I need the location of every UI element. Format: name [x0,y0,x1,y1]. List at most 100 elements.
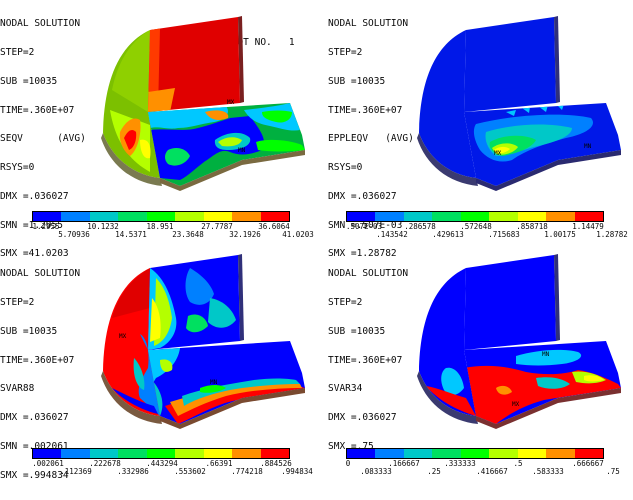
legend-label: .083333 [360,467,392,476]
info-line: STEP=2 [0,296,35,308]
info-line: RSYS=0 [328,162,363,174]
legend-swatch [489,449,518,458]
legend-swatch [260,449,289,458]
legend-swatch [489,212,518,221]
contour-legend-bar [32,211,290,222]
wall-surface [148,17,240,112]
panel-svar88: NODAL SOLUTION STEP=2 SUB =10035 TIME=.3… [0,238,316,480]
shell-rim [417,133,478,186]
info-line: DMX =.036027 [0,190,69,202]
legend-swatch [175,212,204,221]
legend-label: 0 [345,459,351,468]
info-line: STEP=2 [0,46,35,58]
legend-swatch [347,449,376,458]
info-line: SMX =.994834 [0,469,69,481]
legend-label: .416667 [476,467,508,476]
legend-swatch [203,449,233,458]
info-line: SUB =10035 [0,75,58,87]
max-marker: MX [512,401,520,408]
legend-label: 23.3648 [172,230,204,239]
max-marker: MX [119,333,127,340]
info-line: TIME=.360E+07 [328,354,403,366]
legend-swatch [232,212,261,221]
legend-swatch [460,212,490,221]
legend-swatch [403,212,433,221]
floor-edge [476,150,621,191]
legend-label: 10.1232 [87,222,119,231]
info-line: SMN =.507E-03 [328,219,403,231]
legend-swatch [517,212,547,221]
info-line: SVAR34 [328,383,363,395]
floor-edge [476,388,621,429]
wall-surface [464,17,556,112]
info-line: DMX =.036027 [328,412,397,424]
info-line: SMN =.002061 [0,440,69,452]
wall-edge [238,254,244,341]
legend-label: .858718 [516,222,548,231]
legend-label: .25 [427,467,441,476]
legend-label: .286578 [404,222,436,231]
legend-label: .333333 [444,459,476,468]
legend-label: .002061 [32,459,64,468]
legend-swatch [118,212,147,221]
shell-surface [419,30,476,178]
contour-legend-bar [346,211,604,222]
legend-label: .553602 [174,467,206,476]
legend-label: .112369 [60,467,92,476]
legend-label: .884526 [260,459,292,468]
min-marker: MN [542,351,550,358]
legend-label: 1.28782 [596,230,628,239]
legend-swatch [375,449,404,458]
min-marker: MN [584,143,592,150]
legend-label: 36.6064 [258,222,290,231]
legend-label: .66391 [205,459,233,468]
shell-rim [417,371,478,424]
wall-edge [554,16,560,103]
legend-label: .332986 [117,467,149,476]
max-marker: MX [494,150,502,157]
info-line: SMX =1.28782 [328,248,397,260]
legend-label: .774218 [231,467,263,476]
legend-swatch [574,212,603,221]
info-line: SUB =10035 [0,325,58,337]
legend-swatch [260,212,289,221]
legend-label: .507E-03 [345,222,383,231]
result-info-text: NODAL SOLUTION STEP=2 SUB =10035 TIME=.3… [328,0,414,278]
info-line: SUB =10035 [328,75,386,87]
info-line: EPPLEQV (AVG) [328,133,414,145]
result-info-text: NODAL SOLUTION STEP=2 SUB =10035 TIME=.3… [0,250,80,499]
wall-surface [464,255,556,350]
legend-label: 5.70936 [58,230,90,239]
legend-label: 14.5371 [115,230,147,239]
legend-label: .143542 [376,230,408,239]
legend-swatch [146,212,176,221]
legend-swatch [146,449,176,458]
legend-swatch [517,449,547,458]
result-info-text: NODAL SOLUTION STEP=2 SUB =10035 TIME=.3… [0,0,86,278]
info-line: TIME=.360E+07 [0,104,75,116]
info-line: SMX =41.0203 [0,248,69,260]
legend-label: .583333 [532,467,564,476]
contour-plot-svar34: MX MN [417,254,621,429]
wall-edge [238,16,244,103]
info-line: NODAL SOLUTION [328,268,409,280]
floor-edge [160,388,305,429]
legend-label: .572648 [460,222,492,231]
shell-surface [419,268,476,416]
info-line: RSYS=0 [0,162,35,174]
info-line: STEP=2 [328,46,363,58]
min-marker: MN [210,379,218,386]
min-marker: MN [238,147,246,154]
legend-label: .166667 [388,459,420,468]
legend-label: 27.7787 [201,222,233,231]
legend-label: 1.00175 [544,230,576,239]
info-line: SMN =1.2955 [0,219,63,231]
info-line: NODAL SOLUTION [0,18,81,30]
info-line: DMX =.036027 [0,412,69,424]
legend-swatch [460,449,490,458]
panel-svar34: NODAL SOLUTION STEP=2 SUB =10035 TIME=.3… [316,238,632,476]
legend-swatch [432,212,461,221]
legend-label: .666667 [572,459,604,468]
legend-swatch [375,212,404,221]
shell-rim [101,371,162,424]
